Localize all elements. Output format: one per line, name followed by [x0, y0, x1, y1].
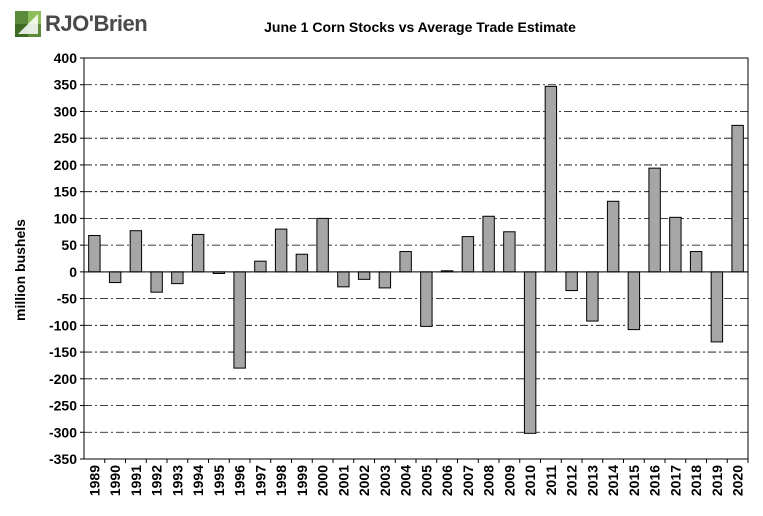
bar-2014 [606, 200, 620, 273]
bar-1990 [108, 271, 122, 284]
bar-2001 [337, 271, 350, 288]
x-tick-label: 1998 [273, 465, 289, 496]
x-tick-label: 1996 [232, 465, 248, 496]
x-tick-label: 2006 [439, 465, 455, 496]
x-tick-label: 2009 [501, 465, 517, 496]
bar-2015 [627, 271, 641, 331]
x-tick-label: 1989 [86, 465, 102, 496]
x-tick-label: 1991 [128, 465, 144, 496]
y-tick-label: 0 [69, 264, 77, 280]
y-tick-label: -150 [49, 344, 77, 360]
bar-1993 [171, 271, 184, 285]
x-tick-label: 1992 [149, 465, 165, 496]
y-tick-label: -350 [49, 451, 77, 467]
x-tick-label: 2010 [522, 465, 538, 496]
x-tick-label: 2020 [730, 465, 746, 496]
bar-2002 [357, 271, 371, 280]
x-tick-label: 2001 [335, 465, 351, 496]
x-tick-label: 2012 [564, 465, 580, 496]
bar-2018 [689, 251, 703, 273]
x-tick-label: 1997 [252, 465, 268, 496]
chart-title: June 1 Corn Stocks vs Average Trade Esti… [264, 19, 576, 35]
x-tick-label: 2018 [688, 465, 704, 496]
y-tick-label: 50 [61, 237, 77, 253]
x-tick-label: 2016 [647, 465, 663, 496]
bar-2010 [523, 271, 537, 434]
x-tick-label: 2000 [315, 465, 331, 496]
y-tick-label: 150 [54, 184, 78, 200]
x-tick-label: 1999 [294, 465, 310, 496]
x-tick-label: 2005 [418, 465, 434, 496]
x-tick-label: 2013 [584, 465, 600, 496]
bar-2013 [586, 271, 599, 322]
y-tick-label: -50 [57, 291, 77, 307]
x-tick-label: 2003 [377, 465, 393, 496]
bar-2011 [544, 85, 558, 273]
bar-2019 [710, 271, 724, 343]
bar-2005 [420, 271, 433, 327]
bar-2004 [399, 251, 412, 273]
bar-2017 [669, 216, 682, 273]
y-tick-label: 400 [54, 50, 78, 66]
bar-1992 [150, 271, 163, 293]
x-tick-label: 2017 [667, 465, 683, 496]
plot-area [83, 57, 749, 460]
x-tick-label: 2014 [605, 465, 621, 496]
bar-2009 [503, 231, 516, 273]
bar-1991 [129, 230, 143, 273]
x-tick-label: 2002 [356, 465, 372, 496]
y-tick-label: -200 [49, 371, 77, 387]
logo-text: RJO'Brien [45, 11, 148, 36]
bar-1994 [191, 233, 205, 273]
x-tick-label: 2019 [709, 465, 725, 496]
brand-logo: RJO'Brien [15, 10, 148, 38]
x-tick-label: 2004 [398, 465, 414, 496]
bar-1999 [295, 253, 309, 273]
y-tick-label: 250 [54, 130, 78, 146]
x-tick-label: 2007 [460, 465, 476, 496]
bar-2003 [378, 271, 392, 289]
x-tick-label: 2015 [626, 465, 642, 496]
bar-2000 [316, 217, 329, 273]
x-tick-label: 1993 [169, 465, 185, 496]
y-tick-label: 100 [54, 210, 78, 226]
bar-1989 [88, 235, 101, 273]
bar-1996 [233, 271, 246, 369]
y-tick-label: 300 [54, 103, 78, 119]
y-tick-label: 350 [54, 77, 78, 93]
bar-1998 [274, 228, 288, 273]
x-tick-label: 1995 [211, 465, 227, 496]
bar-1997 [254, 260, 267, 273]
bar-2007 [461, 236, 475, 273]
bar-2016 [648, 167, 661, 273]
bar-2008 [482, 215, 495, 273]
y-tick-label: -100 [49, 317, 77, 333]
bar-2012 [565, 271, 578, 292]
y-tick-label: -300 [49, 424, 77, 440]
x-tick-label: 1994 [190, 465, 206, 496]
bar-2020 [731, 124, 744, 273]
rjo-brien-logo-mark-icon [15, 11, 41, 37]
x-tick-label: 1990 [107, 465, 123, 496]
x-tick-label: 2008 [481, 465, 497, 496]
y-tick-label: -250 [49, 398, 77, 414]
x-tick-label: 2011 [543, 465, 559, 496]
y-tick-label: 200 [54, 157, 78, 173]
